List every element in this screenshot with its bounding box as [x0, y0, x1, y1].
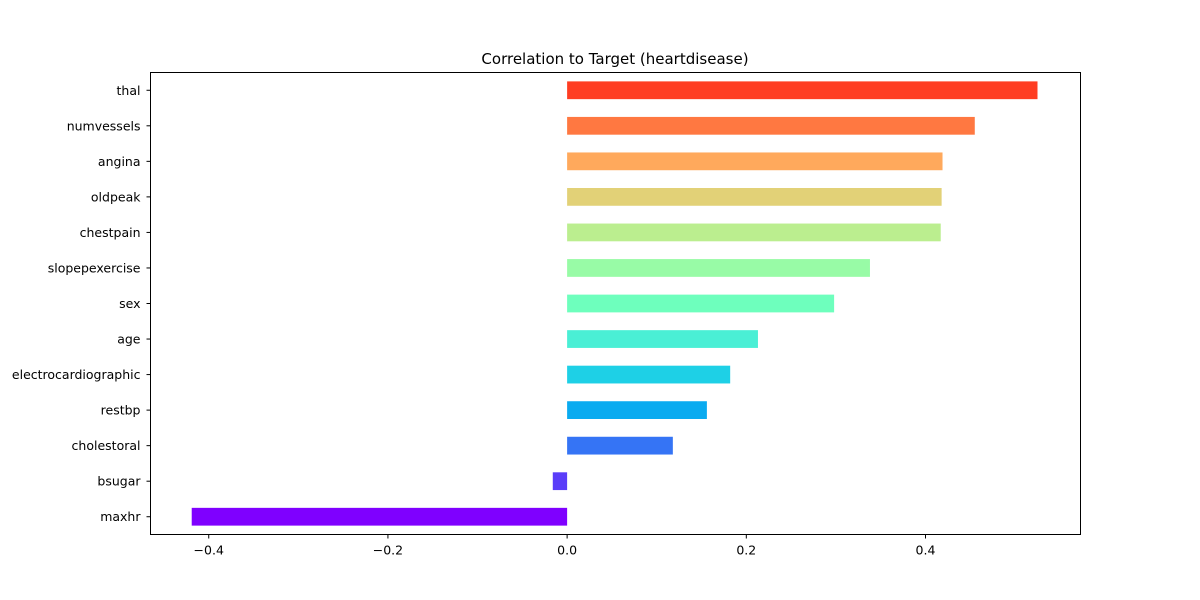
bars-group [191, 81, 1038, 526]
bar-slopepexercise [567, 259, 870, 277]
y-tick-label-slopepexercise: slopepexercise [48, 260, 141, 275]
y-tick-label-cholestoral: cholestoral [72, 438, 141, 453]
x-tick-label: 0.2 [736, 543, 756, 558]
bar-oldpeak [567, 188, 942, 206]
y-tick-label-age: age [117, 332, 141, 347]
bar-restbp [567, 401, 707, 419]
y-tick-label-bsugar: bsugar [97, 474, 141, 489]
bar-electrocardiographic [567, 365, 731, 384]
y-tick-label-chestpain: chestpain [80, 225, 141, 240]
y-tick-label-oldpeak: oldpeak [91, 189, 141, 204]
bar-chestpain [567, 223, 941, 242]
bar-cholestoral [567, 436, 673, 455]
y-tick-label-sex: sex [119, 296, 140, 311]
bar-bsugar [552, 472, 568, 491]
chart-title: Correlation to Target (heartdisease) [481, 50, 748, 68]
bar-thal [567, 81, 1038, 100]
x-tick-label: −0.4 [194, 543, 224, 558]
x-tick-label: −0.2 [373, 543, 403, 558]
y-tick-label-numvessels: numvessels [67, 118, 141, 133]
y-tick-label-restbp: restbp [101, 403, 141, 418]
bar-sex [567, 294, 835, 313]
x-axis-ticks: −0.4 −0.2 0.0 0.2 0.4 [194, 534, 936, 558]
x-tick-label: 0.0 [557, 543, 577, 558]
bar-numvessels [567, 116, 975, 135]
y-axis-ticks: thal numvessels angina oldpeak chestpain slop… [12, 83, 151, 524]
bar-age [567, 330, 758, 348]
y-tick-label-maxhr: maxhr [100, 509, 141, 524]
y-tick-label-thal: thal [117, 83, 141, 98]
x-tick-label: 0.4 [916, 543, 936, 558]
y-tick-label-electrocardiographic: electrocardiographic [12, 367, 141, 382]
bar-maxhr [191, 507, 568, 526]
y-tick-label-angina: angina [98, 154, 141, 169]
bar-angina [567, 152, 943, 171]
plot-frame [150, 72, 1081, 535]
